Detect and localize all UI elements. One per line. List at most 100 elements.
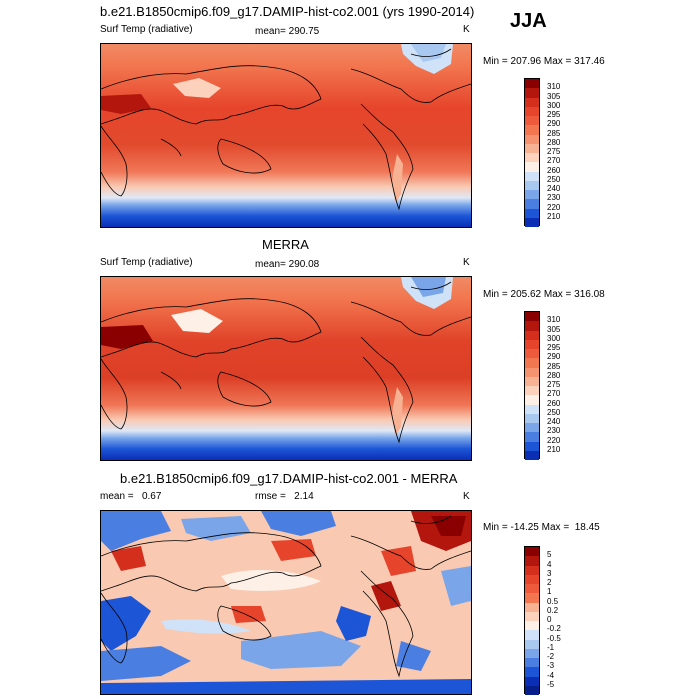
colorbar-tick-label: 280 (547, 370, 561, 380)
colorbar-tick-label: 260 (547, 165, 561, 175)
colorbar-tick-label: 250 (547, 407, 561, 417)
colorbar-swatch (525, 441, 539, 451)
colorbar-tick-label: 290 (547, 352, 561, 362)
panel3-title: b.e21.B1850cmip6.f09_g17.DAMIP-hist-co2.… (120, 471, 458, 486)
colorbar-tick-label: 0.5 (547, 596, 559, 606)
colorbar-tick-label: 210 (547, 211, 561, 221)
colorbar-tick-label: 290 (547, 119, 561, 129)
colorbar-swatch (525, 450, 539, 460)
colorbar-swatch (525, 199, 539, 209)
colorbar-swatch (525, 685, 539, 695)
colorbar-tick-label: 0 (547, 615, 552, 624)
panel2-minmax-label: Min = 205.62 Max = 316.08 (483, 289, 605, 300)
colorbar-tick-label: 295 (547, 110, 561, 119)
colorbar-tick-label: 4 (547, 559, 552, 569)
colorbar-swatch (525, 180, 539, 190)
panel1-colorbar (524, 78, 540, 227)
panel3-units-label: K (463, 491, 470, 502)
colorbar-tick-label: 5 (547, 550, 552, 560)
panel1-map-field (101, 44, 471, 227)
colorbar-tick-label: 250 (547, 174, 561, 184)
colorbar-swatch (525, 611, 539, 621)
panel2-units-label: K (463, 257, 470, 268)
colorbar-tick-label: 310 (547, 315, 561, 325)
panel2-map-field (101, 277, 471, 460)
colorbar-tick-label: 280 (547, 137, 561, 147)
colorbar-swatch (525, 88, 539, 98)
colorbar-swatch (525, 565, 539, 575)
colorbar-swatch (525, 676, 539, 686)
colorbar-swatch (525, 621, 539, 631)
colorbar-tick-label: 210 (547, 444, 561, 454)
colorbar-swatch (525, 404, 539, 414)
panel1-units-label: K (463, 24, 470, 35)
panel3-colorbar (524, 546, 540, 695)
panel3-map (100, 510, 472, 695)
colorbar-swatch (525, 106, 539, 116)
colorbar-tick-label: 1 (547, 587, 552, 597)
colorbar-tick-label: 300 (547, 100, 561, 110)
colorbar-tick-label: 275 (547, 380, 561, 389)
colorbar-swatch (525, 171, 539, 181)
colorbar-swatch (525, 321, 539, 331)
colorbar-swatch (525, 125, 539, 135)
panel1-map (100, 43, 472, 228)
colorbar-swatch (525, 648, 539, 658)
colorbar-tick-label: 275 (547, 147, 561, 156)
colorbar-tick-label: -0.5 (547, 633, 561, 643)
colorbar-swatch (525, 349, 539, 359)
colorbar-swatch (525, 358, 539, 368)
panel2-map (100, 276, 472, 461)
colorbar-swatch (525, 556, 539, 566)
colorbar-swatch (525, 432, 539, 442)
colorbar-swatch (525, 584, 539, 594)
season-label: JJA (510, 10, 547, 32)
colorbar-swatch (525, 413, 539, 423)
colorbar-tick-label: -4 (547, 670, 555, 680)
colorbar-tick-label: -5 (547, 679, 555, 689)
colorbar-tick-label: 220 (547, 202, 561, 212)
colorbar-swatch (525, 395, 539, 405)
panel2-title: MERRA (262, 237, 309, 252)
colorbar-swatch (525, 639, 539, 649)
colorbar-swatch (525, 630, 539, 640)
colorbar-swatch (525, 312, 539, 322)
colorbar-tick-label: 240 (547, 417, 561, 426)
colorbar-swatch (525, 602, 539, 612)
colorbar-swatch (525, 593, 539, 603)
panel2-variable-label: Surf Temp (radiative) (100, 257, 193, 268)
colorbar-swatch (525, 658, 539, 668)
colorbar-tick-label: 260 (547, 398, 561, 408)
panel1-minmax-label: Min = 207.96 Max = 317.46 (483, 56, 605, 67)
colorbar-tick-label: 305 (547, 91, 561, 101)
panel2-colorbar (524, 311, 540, 460)
colorbar-tick-label: -2 (547, 652, 555, 661)
colorbar-tick-label: -1 (547, 642, 555, 652)
panel3-mean-label: mean = 0.67 (100, 491, 162, 502)
colorbar-swatch (525, 190, 539, 200)
colorbar-swatch (525, 217, 539, 227)
colorbar-swatch (525, 423, 539, 433)
colorbar-tick-label: -3 (547, 661, 555, 671)
colorbar-swatch (525, 547, 539, 557)
panel3-map-field (101, 511, 471, 694)
colorbar-tick-label: 305 (547, 324, 561, 334)
colorbar-swatch (525, 79, 539, 89)
panel1-title: b.e21.B1850cmip6.f09_g17.DAMIP-hist-co2.… (100, 4, 475, 19)
colorbar-swatch (525, 367, 539, 377)
colorbar-tick-label: 2 (547, 578, 552, 587)
colorbar-tick-label: 230 (547, 193, 561, 203)
panel1-mean-label: mean= 290.75 (255, 26, 320, 37)
colorbar-swatch (525, 330, 539, 340)
colorbar-swatch (525, 574, 539, 584)
colorbar-tick-label: 240 (547, 184, 561, 193)
colorbar-swatch (525, 667, 539, 677)
panel2-mean-label: mean= 290.08 (255, 259, 320, 270)
colorbar-swatch (525, 143, 539, 153)
colorbar-swatch (525, 116, 539, 126)
colorbar-swatch (525, 208, 539, 218)
colorbar-swatch (525, 376, 539, 386)
colorbar-tick-label: 285 (547, 361, 561, 371)
colorbar-tick-label: 295 (547, 343, 561, 352)
colorbar-tick-label: 0.2 (547, 605, 559, 615)
